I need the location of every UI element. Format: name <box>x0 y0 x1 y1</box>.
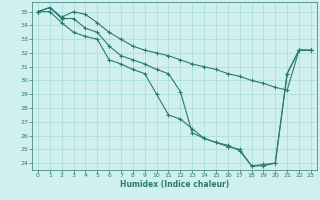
X-axis label: Humidex (Indice chaleur): Humidex (Indice chaleur) <box>120 180 229 189</box>
